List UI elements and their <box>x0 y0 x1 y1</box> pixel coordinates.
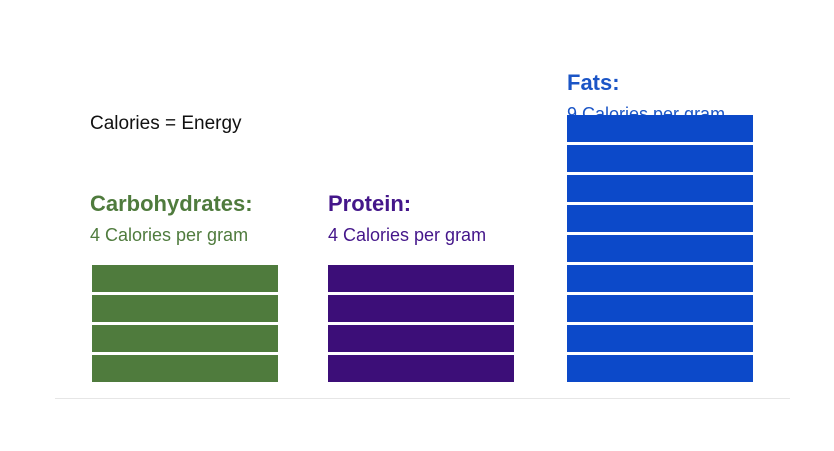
carbohydrates-title: Carbohydrates: <box>90 191 253 216</box>
protein-calorie-block <box>328 295 514 322</box>
fats-calorie-block <box>567 235 753 262</box>
diagram-heading: Calories = Energy <box>90 113 242 134</box>
fats-calorie-block <box>567 265 753 292</box>
carbohydrates-calorie-block <box>92 295 278 322</box>
carbohydrates-rate: 4 Calories per gram <box>90 225 249 245</box>
baseline-divider <box>55 398 790 399</box>
fats-calorie-block <box>567 205 753 232</box>
carbohydrates-calorie-stack <box>92 265 278 382</box>
fats-title: Fats: <box>567 70 620 95</box>
fats-calorie-block <box>567 115 753 142</box>
protein-rate: 4 Calories per gram <box>328 225 487 245</box>
protein-title: Protein: <box>328 191 412 216</box>
protein-label-group: Protein: 4 Calories per gram <box>328 191 486 246</box>
protein-calorie-block <box>328 265 514 292</box>
fats-calorie-block <box>567 145 753 172</box>
fats-calorie-block <box>567 175 753 202</box>
fats-calorie-block <box>567 295 753 322</box>
protein-calorie-block <box>328 355 514 382</box>
protein-calorie-stack <box>328 265 514 382</box>
carbohydrates-calorie-block <box>92 355 278 382</box>
protein-calorie-block <box>328 325 514 352</box>
fats-calorie-stack <box>567 115 753 382</box>
fats-calorie-block <box>567 355 753 382</box>
carbohydrates-label-group: Carbohydrates: 4 Calories per gram <box>90 191 253 246</box>
carbohydrates-calorie-block <box>92 325 278 352</box>
carbohydrates-calorie-block <box>92 265 278 292</box>
fats-calorie-block <box>567 325 753 352</box>
